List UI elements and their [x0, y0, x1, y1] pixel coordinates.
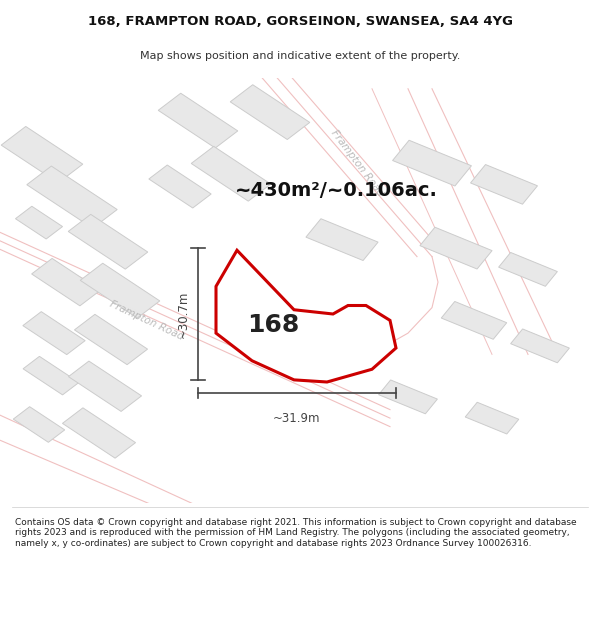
Text: ~30.7m: ~30.7m: [176, 290, 190, 338]
Polygon shape: [465, 402, 519, 434]
Text: ~31.9m: ~31.9m: [273, 412, 321, 424]
Text: Map shows position and indicative extent of the property.: Map shows position and indicative extent…: [140, 51, 460, 61]
Polygon shape: [470, 164, 538, 204]
Polygon shape: [1, 126, 83, 182]
Polygon shape: [306, 219, 378, 261]
Polygon shape: [62, 408, 136, 458]
Text: ~430m²/~0.106ac.: ~430m²/~0.106ac.: [235, 181, 437, 200]
Polygon shape: [13, 407, 65, 442]
Text: Frampton Road: Frampton Road: [109, 299, 185, 342]
Polygon shape: [441, 301, 507, 339]
Polygon shape: [230, 85, 310, 139]
Text: Frampton Road: Frampton Road: [329, 128, 385, 198]
Polygon shape: [27, 166, 117, 228]
Polygon shape: [158, 93, 238, 148]
Polygon shape: [499, 253, 557, 286]
Polygon shape: [16, 206, 62, 239]
Polygon shape: [149, 165, 211, 208]
Polygon shape: [420, 228, 492, 269]
Polygon shape: [392, 140, 472, 186]
Polygon shape: [23, 312, 85, 354]
Polygon shape: [216, 250, 396, 382]
Text: 168: 168: [247, 312, 299, 337]
Polygon shape: [379, 380, 437, 414]
Polygon shape: [74, 314, 148, 364]
Polygon shape: [191, 146, 271, 201]
Polygon shape: [80, 263, 160, 318]
Text: 168, FRAMPTON ROAD, GORSEINON, SWANSEA, SA4 4YG: 168, FRAMPTON ROAD, GORSEINON, SWANSEA, …: [88, 16, 512, 28]
Polygon shape: [511, 329, 569, 362]
Text: Contains OS data © Crown copyright and database right 2021. This information is : Contains OS data © Crown copyright and d…: [15, 518, 577, 548]
Polygon shape: [32, 258, 100, 306]
Polygon shape: [23, 356, 79, 395]
Polygon shape: [68, 361, 142, 411]
Polygon shape: [68, 214, 148, 269]
